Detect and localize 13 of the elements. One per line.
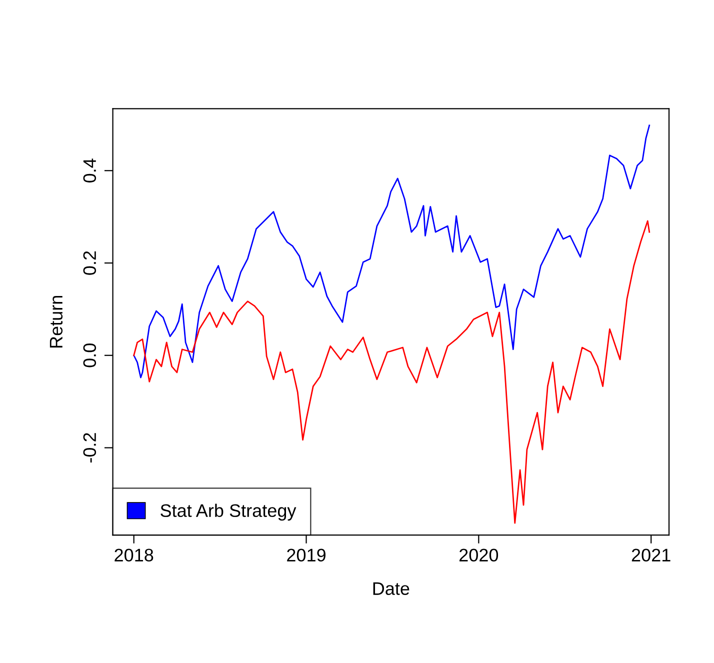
- x-tick-label: 2020: [460, 548, 498, 562]
- x-tick-label: 2018: [114, 548, 154, 562]
- legend-label: Stat Arb Strategy: [160, 504, 296, 521]
- x-tick-label: 2019: [287, 548, 326, 562]
- x-axis-title: Date: [373, 582, 410, 595]
- line-series: [133, 220, 650, 524]
- line-series: [133, 124, 650, 378]
- y-tick-label: 0.0: [83, 344, 96, 368]
- x-tick-label: 2021: [632, 548, 670, 562]
- y-tick-label: 0.2: [83, 251, 96, 275]
- y-tick-label: -0.2: [83, 433, 96, 462]
- y-tick-label: 0.4: [83, 158, 96, 182]
- y-axis-title: Return: [50, 296, 63, 348]
